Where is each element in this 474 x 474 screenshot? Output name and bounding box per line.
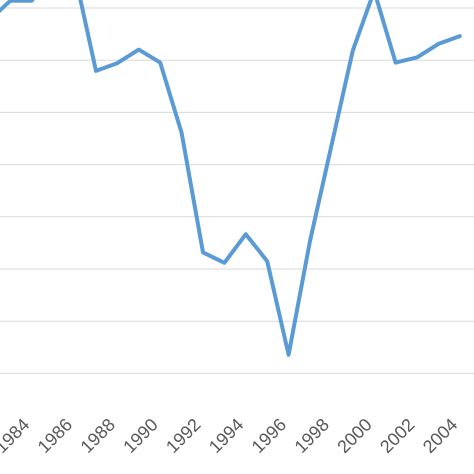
x-tick-label: 1994 (205, 415, 247, 457)
x-tick-label: 1990 (119, 415, 161, 457)
series-line (0, 0, 462, 357)
x-tick-label: 1998 (291, 415, 333, 457)
series-group (0, 0, 462, 357)
x-tick-label: 1992 (162, 415, 204, 457)
x-tick-label: 2004 (419, 415, 461, 457)
x-axis-ticks: 1984 1986 1988 1990 1992 1994 1996 1998 2000 2002… (0, 415, 461, 457)
x-tick-label: 2002 (376, 415, 418, 457)
x-tick-label: 1988 (77, 415, 119, 457)
x-tick-label: 1986 (34, 415, 76, 457)
x-tick-label: 1984 (0, 415, 33, 457)
x-tick-label: 1996 (248, 415, 290, 457)
gridlines (0, 7, 474, 374)
x-tick-label: 2000 (333, 415, 375, 457)
